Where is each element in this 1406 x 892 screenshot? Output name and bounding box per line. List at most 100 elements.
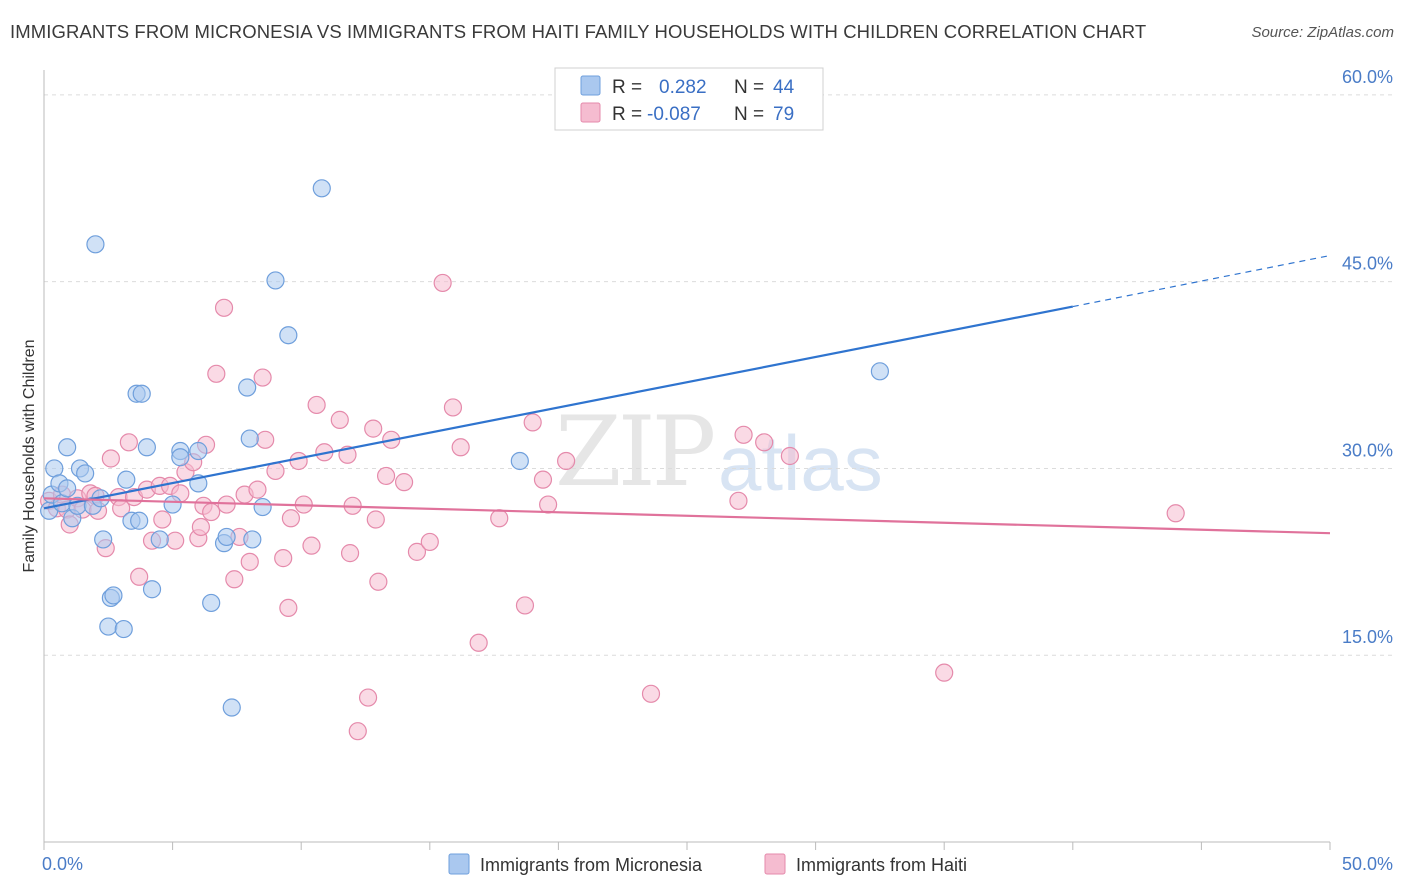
point-haiti-16 (130, 567, 149, 586)
watermark-zip: ZIP (555, 396, 714, 508)
point-haiti-68 (490, 509, 509, 528)
point-haiti-65 (443, 398, 463, 417)
legend-r-value-micronesia: 0.282 (659, 77, 707, 98)
point-haiti-76 (734, 425, 753, 444)
y-tick-label-1: 30.0% (1342, 440, 1393, 460)
point-micronesia-17 (104, 586, 123, 605)
point-micronesia-43 (510, 451, 529, 471)
legend-n-label-micronesia: N = (734, 77, 764, 98)
point-haiti-52 (340, 544, 360, 563)
legend-r-label-micronesia: R = (612, 77, 642, 98)
point-haiti-44 (281, 509, 301, 528)
trend-line-haiti (43, 497, 1331, 535)
point-micronesia-12 (86, 235, 105, 254)
series-legend-swatch-micronesia (448, 853, 470, 875)
point-haiti-59 (376, 466, 396, 486)
point-haiti-57 (366, 510, 385, 529)
point-haiti-33 (217, 495, 236, 514)
series-legend: Immigrants from Micronesia Immigrants fr… (448, 853, 967, 875)
legend-swatch-micronesia (580, 75, 601, 96)
point-micronesia-23 (132, 384, 151, 403)
point-haiti-63 (420, 532, 439, 552)
point-micronesia-41 (279, 326, 298, 345)
point-haiti-78 (780, 446, 799, 466)
trend-line-micronesia (43, 305, 1074, 510)
point-haiti-54 (348, 722, 367, 741)
point-micronesia-19 (117, 470, 136, 489)
point-haiti-47 (302, 536, 321, 555)
point-haiti-58 (369, 572, 388, 591)
y-tick-labels: 15.0% 30.0% 45.0% 60.0% (1342, 67, 1393, 647)
point-micronesia-38 (243, 530, 262, 549)
x-tick-marks (43, 842, 1331, 850)
legend-n-label-haiti: N = (734, 104, 764, 125)
point-micronesia-36 (238, 378, 257, 397)
point-haiti-31 (207, 364, 226, 383)
point-micronesia-32 (202, 593, 221, 613)
point-haiti-45 (289, 451, 308, 471)
point-haiti-67 (469, 633, 488, 652)
point-haiti-55 (358, 688, 378, 707)
point-micronesia-26 (150, 530, 169, 549)
point-micronesia-40 (266, 271, 285, 290)
point-haiti-70 (523, 413, 542, 432)
point-haiti-22 (166, 531, 185, 550)
chart-title: IMMIGRANTS FROM MICRONESIA VS IMMIGRANTS… (10, 21, 1147, 42)
point-haiti-20 (153, 510, 172, 529)
x-tick-label-min: 0.0% (42, 854, 83, 874)
point-haiti-34 (225, 570, 244, 589)
point-micronesia-10 (76, 464, 95, 483)
legend-n-value-micronesia: 44 (773, 77, 795, 98)
point-haiti-40 (256, 430, 275, 449)
chart-source: Source: ZipAtlas.com (1251, 24, 1394, 41)
point-haiti-43 (279, 598, 298, 618)
point-haiti-73 (557, 451, 576, 471)
point-haiti-75 (729, 491, 748, 510)
point-haiti-62 (407, 542, 427, 561)
point-micronesia-14 (94, 530, 113, 549)
legend-r-value-haiti: -0.087 (647, 104, 701, 125)
point-haiti-72 (539, 495, 558, 514)
y-tick-label-0: 15.0% (1342, 627, 1393, 647)
point-haiti-50 (330, 410, 349, 429)
point-haiti-79 (935, 663, 954, 682)
data-points (40, 179, 1185, 741)
point-haiti-42 (274, 549, 293, 568)
x-tick-label-max: 50.0% (1342, 854, 1393, 874)
legend-r-label-haiti: R = (612, 104, 642, 125)
point-micronesia-29 (171, 448, 190, 467)
trend-line-micronesia-extension (1072, 254, 1331, 308)
point-haiti-11 (101, 449, 120, 468)
correlation-legend: R = 0.282 N = 44 R = -0.087 N = 79 (554, 67, 824, 131)
legend-n-value-haiti: 79 (773, 104, 794, 125)
point-haiti-66 (451, 438, 470, 457)
point-haiti-48 (307, 395, 326, 415)
point-micronesia-18 (114, 619, 133, 639)
point-micronesia-6 (58, 438, 77, 457)
point-haiti-77 (755, 433, 774, 452)
point-haiti-69 (515, 596, 535, 615)
point-micronesia-27 (163, 495, 182, 514)
point-haiti-27 (191, 517, 210, 537)
point-micronesia-30 (189, 441, 208, 461)
series-legend-swatch-haiti (764, 853, 786, 875)
trend-lines (43, 254, 1331, 535)
point-haiti-14 (119, 433, 138, 452)
point-haiti-38 (248, 480, 267, 499)
point-micronesia-22 (130, 511, 149, 530)
point-haiti-71 (533, 470, 553, 489)
point-micronesia-44 (870, 362, 890, 381)
point-haiti-74 (641, 684, 661, 703)
point-micronesia-15 (99, 617, 118, 636)
point-haiti-39 (253, 368, 272, 387)
series-legend-label-micronesia: Immigrants from Micronesia (480, 855, 703, 875)
y-axis-label: Family Households with Children (21, 340, 38, 573)
point-micronesia-35 (222, 698, 241, 717)
point-micronesia-24 (137, 438, 156, 457)
y-tick-label-2: 45.0% (1342, 254, 1393, 274)
legend-swatch-haiti (580, 102, 601, 123)
point-haiti-32 (214, 298, 234, 317)
point-haiti-37 (240, 552, 259, 571)
point-micronesia-34 (217, 527, 236, 547)
